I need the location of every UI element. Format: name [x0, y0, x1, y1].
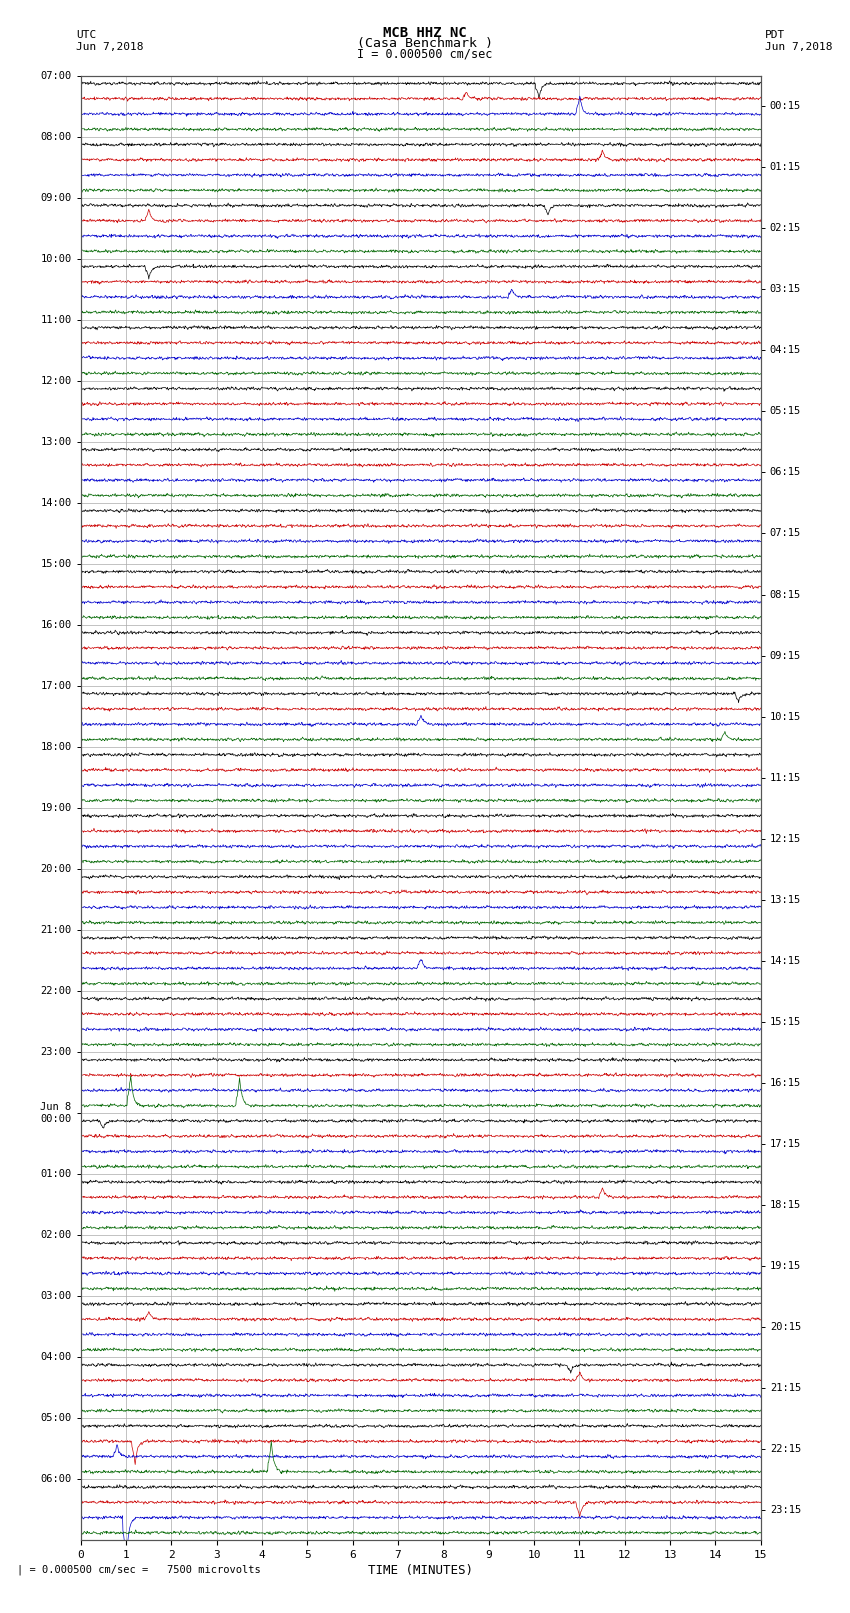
Text: Jun 7,2018: Jun 7,2018	[76, 42, 144, 52]
Text: | = 0.000500 cm/sec =   7500 microvolts: | = 0.000500 cm/sec = 7500 microvolts	[17, 1565, 261, 1574]
X-axis label: TIME (MINUTES): TIME (MINUTES)	[368, 1565, 473, 1578]
Text: PDT: PDT	[765, 31, 785, 40]
Text: UTC: UTC	[76, 31, 97, 40]
Text: MCB HHZ NC: MCB HHZ NC	[383, 26, 467, 39]
Text: I = 0.000500 cm/sec: I = 0.000500 cm/sec	[357, 47, 493, 60]
Text: Jun 7,2018: Jun 7,2018	[765, 42, 832, 52]
Text: (Casa Benchmark ): (Casa Benchmark )	[357, 37, 493, 50]
